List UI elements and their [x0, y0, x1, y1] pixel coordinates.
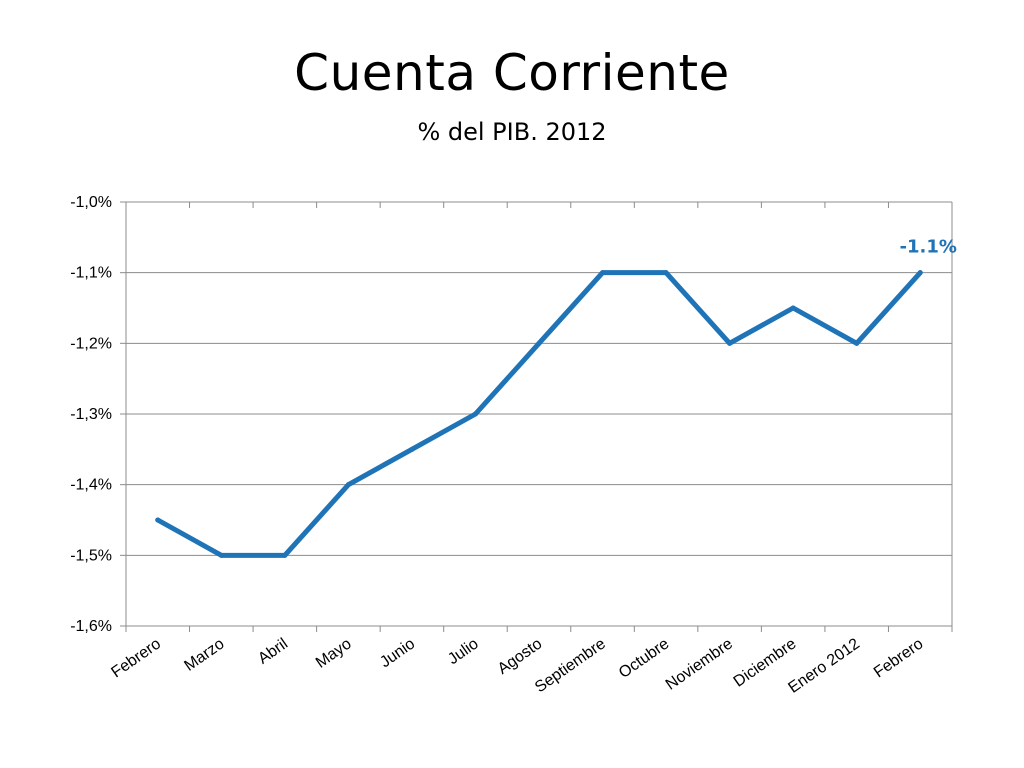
y-tick-label: -1,4%: [70, 477, 112, 494]
x-tick-label: Junio: [377, 635, 418, 671]
x-tick-label: Mayo: [313, 635, 355, 671]
x-tick-label: Octubre: [616, 635, 672, 682]
x-axis-ticks: Febrero Marzo Abril Mayo Junio Julio AgostoSep…: [108, 202, 953, 697]
annotation-layer: -1.1%: [900, 237, 957, 258]
data-point: [409, 446, 415, 452]
x-tick-label: Julio: [445, 635, 482, 668]
x-tick-label: Enero 2012: [785, 635, 863, 696]
data-point: [472, 411, 478, 417]
x-tick-label: Abril: [255, 635, 291, 667]
data-point: [663, 270, 669, 276]
data-label: -1.1%: [900, 237, 957, 258]
chart-subtitle: % del PIB. 2012: [417, 118, 607, 146]
series-layer: [155, 270, 923, 558]
x-tick-label: Septiembre: [532, 635, 609, 696]
data-point: [727, 340, 733, 346]
gridlines: [126, 201, 952, 627]
chart-title: Cuenta Corriente: [294, 44, 730, 102]
y-tick-label: -1,1%: [70, 265, 112, 282]
data-point: [282, 552, 288, 558]
y-tick-label: -1,5%: [70, 547, 112, 564]
data-point: [345, 482, 351, 488]
y-axis-ticks: -1,0% -1,1% -1,2% -1,3% -1,4% -1,5% -1,6%: [70, 194, 126, 635]
data-point: [536, 340, 542, 346]
y-tick-label: -1,2%: [70, 335, 112, 352]
data-point: [854, 340, 860, 346]
y-tick-label: -1,0%: [70, 194, 112, 211]
x-tick-label: Marzo: [181, 635, 227, 674]
x-tick-label: Noviembre: [663, 635, 736, 693]
x-tick-label: Febrero: [871, 635, 927, 681]
data-point: [600, 270, 606, 276]
data-point: [790, 305, 796, 311]
y-tick-label: -1,3%: [70, 406, 112, 423]
x-tick-label: Agosto: [495, 635, 546, 678]
data-point: [917, 270, 923, 276]
y-tick-label: -1,6%: [70, 618, 112, 635]
x-tick-label: Febrero: [108, 635, 164, 681]
data-point: [155, 517, 161, 523]
data-point: [218, 552, 224, 558]
